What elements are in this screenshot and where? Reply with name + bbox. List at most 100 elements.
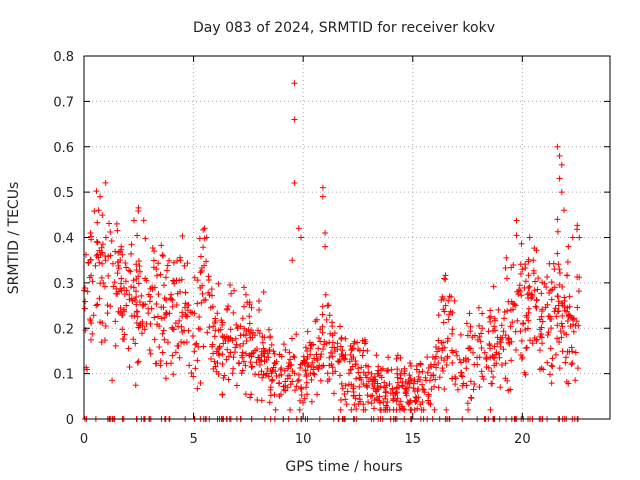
data-point bbox=[500, 328, 507, 335]
data-point bbox=[269, 376, 276, 383]
data-point bbox=[194, 300, 201, 307]
data-point bbox=[572, 349, 579, 356]
data-point bbox=[568, 361, 575, 368]
data-point bbox=[284, 365, 291, 372]
data-point bbox=[94, 251, 101, 258]
axis-ticks: 0 0.1 0.2 0.3 0.4 0.5 0.6 0.7 0.8 0 5 10 15 20 bbox=[53, 50, 610, 447]
data-point bbox=[289, 257, 296, 264]
data-point bbox=[348, 345, 355, 352]
data-point bbox=[370, 385, 377, 392]
data-point bbox=[310, 363, 317, 370]
data-point bbox=[348, 406, 355, 413]
data-point bbox=[362, 372, 369, 379]
data-point bbox=[441, 386, 448, 393]
data-point bbox=[155, 313, 162, 320]
data-point bbox=[338, 334, 345, 341]
data-point bbox=[345, 381, 352, 388]
data-point bbox=[323, 316, 330, 323]
data-point bbox=[312, 318, 319, 325]
data-point bbox=[452, 381, 459, 388]
data-point bbox=[505, 335, 512, 342]
data-point bbox=[467, 378, 474, 385]
data-point bbox=[302, 344, 309, 351]
data-point bbox=[322, 243, 329, 250]
data-point bbox=[151, 314, 158, 321]
data-point bbox=[243, 338, 250, 345]
data-point bbox=[490, 374, 497, 381]
data-point bbox=[356, 396, 363, 403]
data-point bbox=[301, 360, 308, 367]
data-point bbox=[248, 304, 255, 311]
data-point bbox=[555, 293, 562, 300]
data-point bbox=[276, 351, 283, 358]
y-tick-label: 0.4 bbox=[53, 232, 74, 247]
data-point bbox=[353, 406, 360, 413]
data-point bbox=[382, 395, 389, 402]
data-point bbox=[118, 287, 125, 294]
data-point bbox=[425, 364, 432, 371]
data-point bbox=[302, 367, 309, 374]
data-point bbox=[233, 382, 240, 389]
data-point bbox=[101, 337, 108, 344]
data-point bbox=[87, 256, 94, 263]
data-point bbox=[169, 325, 176, 332]
data-point bbox=[160, 252, 167, 259]
data-point bbox=[545, 313, 552, 320]
data-point bbox=[206, 292, 213, 299]
data-point bbox=[136, 268, 143, 275]
data-point bbox=[352, 358, 359, 365]
data-point bbox=[554, 216, 561, 223]
data-point bbox=[294, 378, 301, 385]
data-point bbox=[394, 352, 401, 359]
data-point bbox=[487, 345, 494, 352]
data-point bbox=[329, 370, 336, 377]
x-axis-label: GPS time / hours bbox=[285, 459, 402, 475]
data-point bbox=[276, 379, 283, 386]
data-point bbox=[322, 291, 329, 298]
data-point bbox=[504, 377, 511, 384]
data-point bbox=[289, 368, 296, 375]
data-point bbox=[85, 259, 92, 266]
data-point bbox=[197, 380, 204, 387]
data-point bbox=[383, 402, 390, 409]
data-point bbox=[565, 380, 572, 387]
data-point bbox=[136, 263, 143, 270]
data-point bbox=[246, 313, 253, 320]
data-point bbox=[480, 376, 487, 383]
data-point bbox=[374, 370, 381, 377]
data-point bbox=[342, 352, 349, 359]
data-point bbox=[509, 319, 516, 326]
data-point bbox=[247, 359, 254, 366]
data-point bbox=[224, 306, 231, 313]
data-point bbox=[474, 336, 481, 343]
data-point bbox=[104, 310, 111, 317]
data-point bbox=[219, 391, 226, 398]
data-point bbox=[317, 377, 324, 384]
data-point bbox=[425, 397, 432, 404]
data-point bbox=[425, 400, 432, 407]
data-point bbox=[121, 331, 128, 338]
data-point bbox=[160, 327, 167, 334]
data-point bbox=[518, 292, 525, 299]
data-point bbox=[326, 376, 333, 383]
data-point bbox=[380, 406, 387, 413]
data-point bbox=[503, 275, 510, 282]
data-point bbox=[439, 293, 446, 300]
data-point bbox=[237, 342, 244, 349]
data-point bbox=[168, 360, 175, 367]
data-point bbox=[431, 361, 438, 368]
data-point bbox=[240, 284, 247, 291]
data-point bbox=[548, 380, 555, 387]
data-point bbox=[133, 275, 140, 282]
data-point bbox=[118, 243, 125, 250]
data-point bbox=[346, 358, 353, 365]
data-point bbox=[364, 392, 371, 399]
data-point bbox=[201, 297, 208, 304]
data-point bbox=[531, 245, 538, 252]
data-point bbox=[234, 324, 241, 331]
data-point bbox=[187, 309, 194, 316]
data-point bbox=[498, 362, 505, 369]
data-point bbox=[388, 366, 395, 373]
data-point bbox=[334, 340, 341, 347]
y-tick-label: 0.7 bbox=[53, 95, 74, 110]
